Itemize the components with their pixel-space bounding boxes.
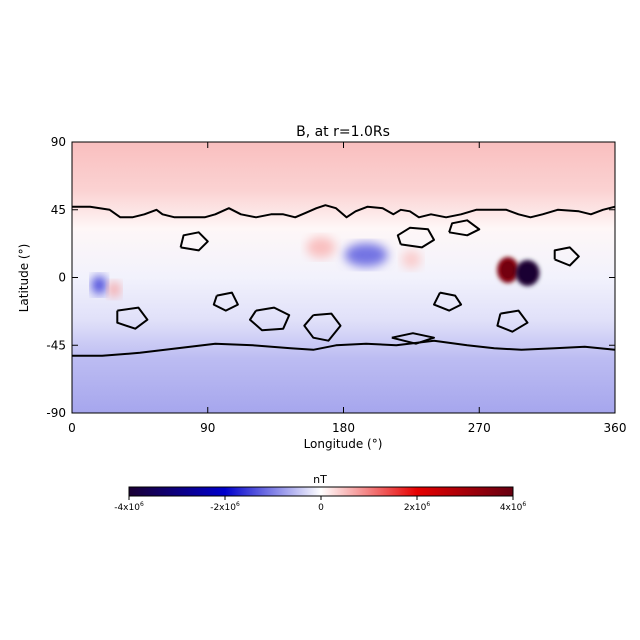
feature-positive-blob-2 — [401, 250, 421, 269]
colorbar-gradient — [128, 486, 514, 497]
x-tick-label: 0 — [68, 421, 76, 435]
x-tick-label: 90 — [200, 421, 215, 435]
contour-line — [212, 291, 239, 312]
colorbar-tick-label: 4x106 — [500, 501, 527, 513]
colorbar-ticks: -4x106 -2x106 0 2x106 4x106 — [114, 496, 526, 513]
colorbar-tick-label: -2x106 — [210, 501, 240, 513]
colorbar-tick-label: 2x106 — [404, 501, 431, 513]
contour-line — [448, 219, 481, 237]
plot-area — [71, 141, 616, 414]
y-tick-label: -45 — [46, 338, 66, 352]
feature-positive-spot — [108, 281, 121, 298]
feature-core-strong-negative — [520, 264, 535, 281]
contour-line — [72, 339, 615, 357]
colorbar-tick-label: -4x106 — [114, 501, 144, 513]
chart-title: B, at r=1.0Rs — [296, 124, 390, 140]
contour-line — [72, 204, 615, 219]
feature-core-strong-positive — [501, 261, 515, 278]
colorbar: nT -4x106 -2x106 0 2x106 4x106 — [114, 473, 526, 513]
contour-line — [249, 306, 291, 332]
feature-negative-spot — [91, 275, 107, 295]
feature-positive-blob — [306, 236, 336, 258]
colorbar-label: nT — [313, 473, 327, 486]
y-axis-label: Latitude (°) — [17, 244, 31, 313]
y-tick-label: 0 — [58, 271, 66, 285]
x-axis: 0 90 180 270 360 — [68, 142, 626, 435]
y-tick-label: 45 — [51, 203, 66, 217]
field-features — [91, 236, 540, 298]
x-axis-label: Longitude (°) — [304, 437, 383, 451]
contour-line — [391, 332, 435, 345]
y-axis: 90 45 0 -45 -90 — [46, 135, 615, 420]
contour-line — [396, 226, 435, 249]
x-tick-label: 360 — [604, 421, 627, 435]
polarity-inversion-lines — [72, 204, 615, 357]
contour-line — [496, 309, 529, 333]
contour-line — [116, 306, 149, 330]
contour-line — [179, 231, 209, 252]
contour-line — [553, 246, 580, 267]
contour-line — [303, 312, 342, 342]
feature-negative-blob — [344, 243, 388, 267]
y-tick-label: -90 — [46, 406, 66, 420]
x-tick-label: 270 — [468, 421, 491, 435]
colorbar-tick-label: 0 — [318, 503, 324, 513]
contour-line — [433, 291, 463, 312]
x-tick-label: 180 — [332, 421, 355, 435]
y-tick-label: 90 — [51, 135, 66, 149]
